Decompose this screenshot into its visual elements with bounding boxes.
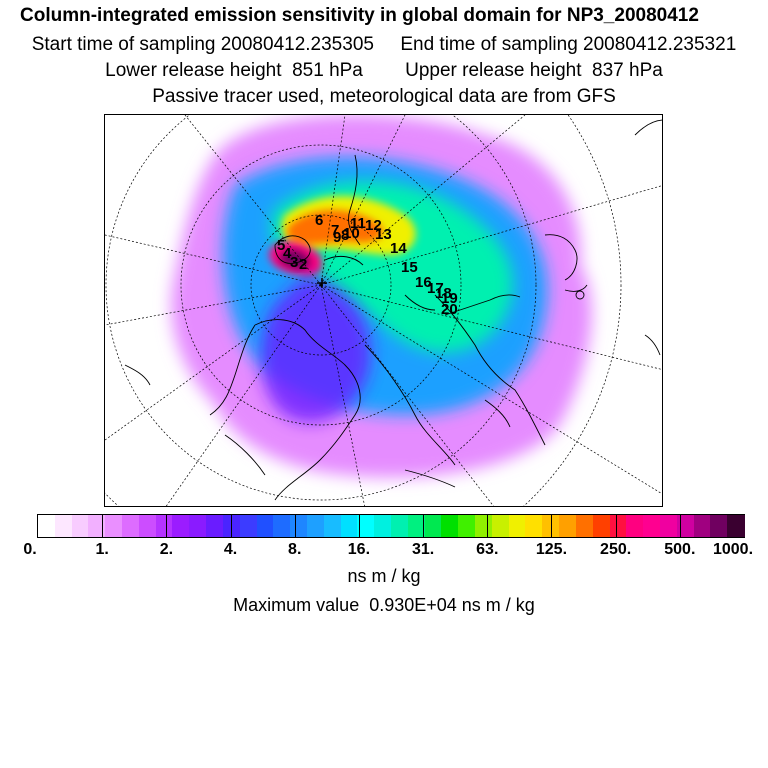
traj-label-19: 19	[441, 290, 458, 307]
colorbar-divider	[423, 515, 425, 537]
colorbar-swatch	[256, 515, 274, 537]
colorbar-swatch	[710, 515, 728, 537]
colorbar-tick-label: 16.	[347, 541, 371, 558]
colorbar-tick-label: 0.	[23, 541, 37, 558]
colorbar-divider	[615, 515, 617, 537]
sensitivity-field	[171, 115, 592, 478]
colorbar-tick-label: 125.	[535, 541, 568, 558]
traj-label-18: 18	[435, 285, 452, 302]
colorbar	[37, 514, 745, 538]
colorbar-units: ns m / kg	[347, 566, 421, 586]
colorbar-tick-label: 500.	[664, 541, 696, 558]
colorbar-swatch	[88, 515, 106, 537]
colorbar-swatch	[407, 515, 426, 537]
traj-label-12: 12	[365, 217, 382, 234]
colorbar-swatch	[122, 515, 140, 537]
traj-label-3: 3	[290, 254, 298, 271]
colorbar-swatch	[374, 515, 392, 537]
colorbar-swatch	[508, 515, 527, 537]
maximum-value-text: Maximum value 0.930E+04 ns m / kg	[233, 595, 535, 615]
colorbar-swatch	[340, 515, 358, 537]
colorbar-swatch	[155, 515, 174, 537]
colorbar-swatch	[323, 515, 342, 537]
colorbar-tick-label: 1000.	[712, 541, 754, 558]
colorbar-swatch	[138, 515, 157, 537]
traj-label-5: 5	[277, 237, 285, 254]
colorbar-swatch	[609, 515, 627, 537]
colorbar-swatch	[105, 515, 123, 537]
colorbar-swatch	[525, 515, 543, 537]
colorbar-swatch	[222, 515, 241, 537]
traj-label-20: 20	[441, 301, 458, 318]
traj-label-15: 15	[401, 259, 418, 276]
colorbar-swatch	[441, 515, 459, 537]
colorbar-divider	[102, 515, 104, 537]
traj-label-11: 11	[350, 215, 366, 232]
colorbar-tick-label: 250.	[600, 541, 632, 558]
traj-label-17: 17	[427, 280, 444, 297]
traj-label-9: 9	[333, 229, 341, 246]
colorbar-swatch	[239, 515, 258, 537]
traj-label-10: 10	[343, 225, 360, 242]
colorbar-swatch	[391, 515, 409, 537]
colorbar-swatch	[458, 515, 476, 537]
colorbar-swatch	[172, 515, 190, 537]
colorbar-divider	[551, 515, 553, 537]
colorbar-divider	[358, 515, 360, 537]
map-title: Column-integrated emission sensitivity i…	[20, 5, 699, 26]
colorbar-tick-label: 31.	[411, 541, 435, 558]
siberia-purple	[261, 275, 371, 423]
colorbar-swatch	[306, 515, 325, 537]
traj-label-8: 8	[341, 227, 349, 244]
colorbar-divider	[230, 515, 232, 537]
trajectory-labels: 6 7 8 9 10 11 12 13 14 15 16 17 18 19 20…	[277, 212, 458, 318]
traj-label-14: 14	[390, 240, 407, 257]
colorbar-swatch	[592, 515, 611, 537]
colorbar-tick-label: 8.	[288, 541, 302, 558]
colorbar-divider	[294, 515, 296, 537]
sampling-time-line: Start time of sampling 20080412.235305 E…	[31, 34, 737, 55]
colorbar-swatch	[626, 515, 644, 537]
release-height-line: Lower release height 851 hPa Upper relea…	[105, 60, 663, 81]
max-core	[279, 249, 311, 270]
colorbar-swatch	[559, 515, 577, 537]
coastlines	[124, 119, 662, 501]
colorbar-swatch	[189, 515, 207, 537]
colorbar-divider	[679, 515, 681, 537]
colorbar-swatch	[71, 515, 90, 537]
graticule	[105, 115, 662, 506]
colorbar-tick-label: 1.	[95, 541, 109, 558]
colorbar-swatch	[54, 515, 73, 537]
orange-plume	[286, 209, 384, 245]
colorbar-swatch	[693, 515, 711, 537]
colorbar-swatch	[424, 515, 443, 537]
map-canvas: 6 7 8 9 10 11 12 13 14 15 16 17 18 19 20…	[105, 115, 662, 506]
colorbar-swatch	[38, 515, 56, 537]
colorbar-swatch	[643, 515, 661, 537]
traj-label-6: 6	[315, 212, 323, 229]
colorbar-divider	[487, 515, 489, 537]
colorbar-tick-label: 2.	[159, 541, 174, 558]
traj-label-16: 16	[415, 274, 432, 291]
colorbar-swatch	[475, 515, 493, 537]
colorbar-tick-label: 63.	[476, 541, 499, 558]
colorbar-swatch	[273, 515, 291, 537]
colorbar-swatch	[659, 515, 678, 537]
sensitivity-map: 6 7 8 9 10 11 12 13 14 15 16 17 18 19 20…	[104, 114, 663, 507]
traj-label-7: 7	[331, 222, 339, 239]
colorbar-swatch	[357, 515, 375, 537]
colorbar-swatch	[290, 515, 308, 537]
colorbar-swatch	[575, 515, 594, 537]
colorbar-swatch	[542, 515, 560, 537]
colorbar-swatch	[727, 515, 745, 537]
traj-label-2: 2	[299, 256, 307, 273]
colorbar-divider	[166, 515, 168, 537]
colorbar-swatch	[676, 515, 695, 537]
colorbar-tick-label: 4.	[223, 541, 238, 558]
traj-label-4: 4	[283, 245, 292, 262]
traj-label-13: 13	[375, 226, 392, 243]
colorbar-swatch	[206, 515, 224, 537]
colorbar-swatch	[491, 515, 510, 537]
tracer-info-line: Passive tracer used, meteorological data…	[152, 86, 616, 107]
